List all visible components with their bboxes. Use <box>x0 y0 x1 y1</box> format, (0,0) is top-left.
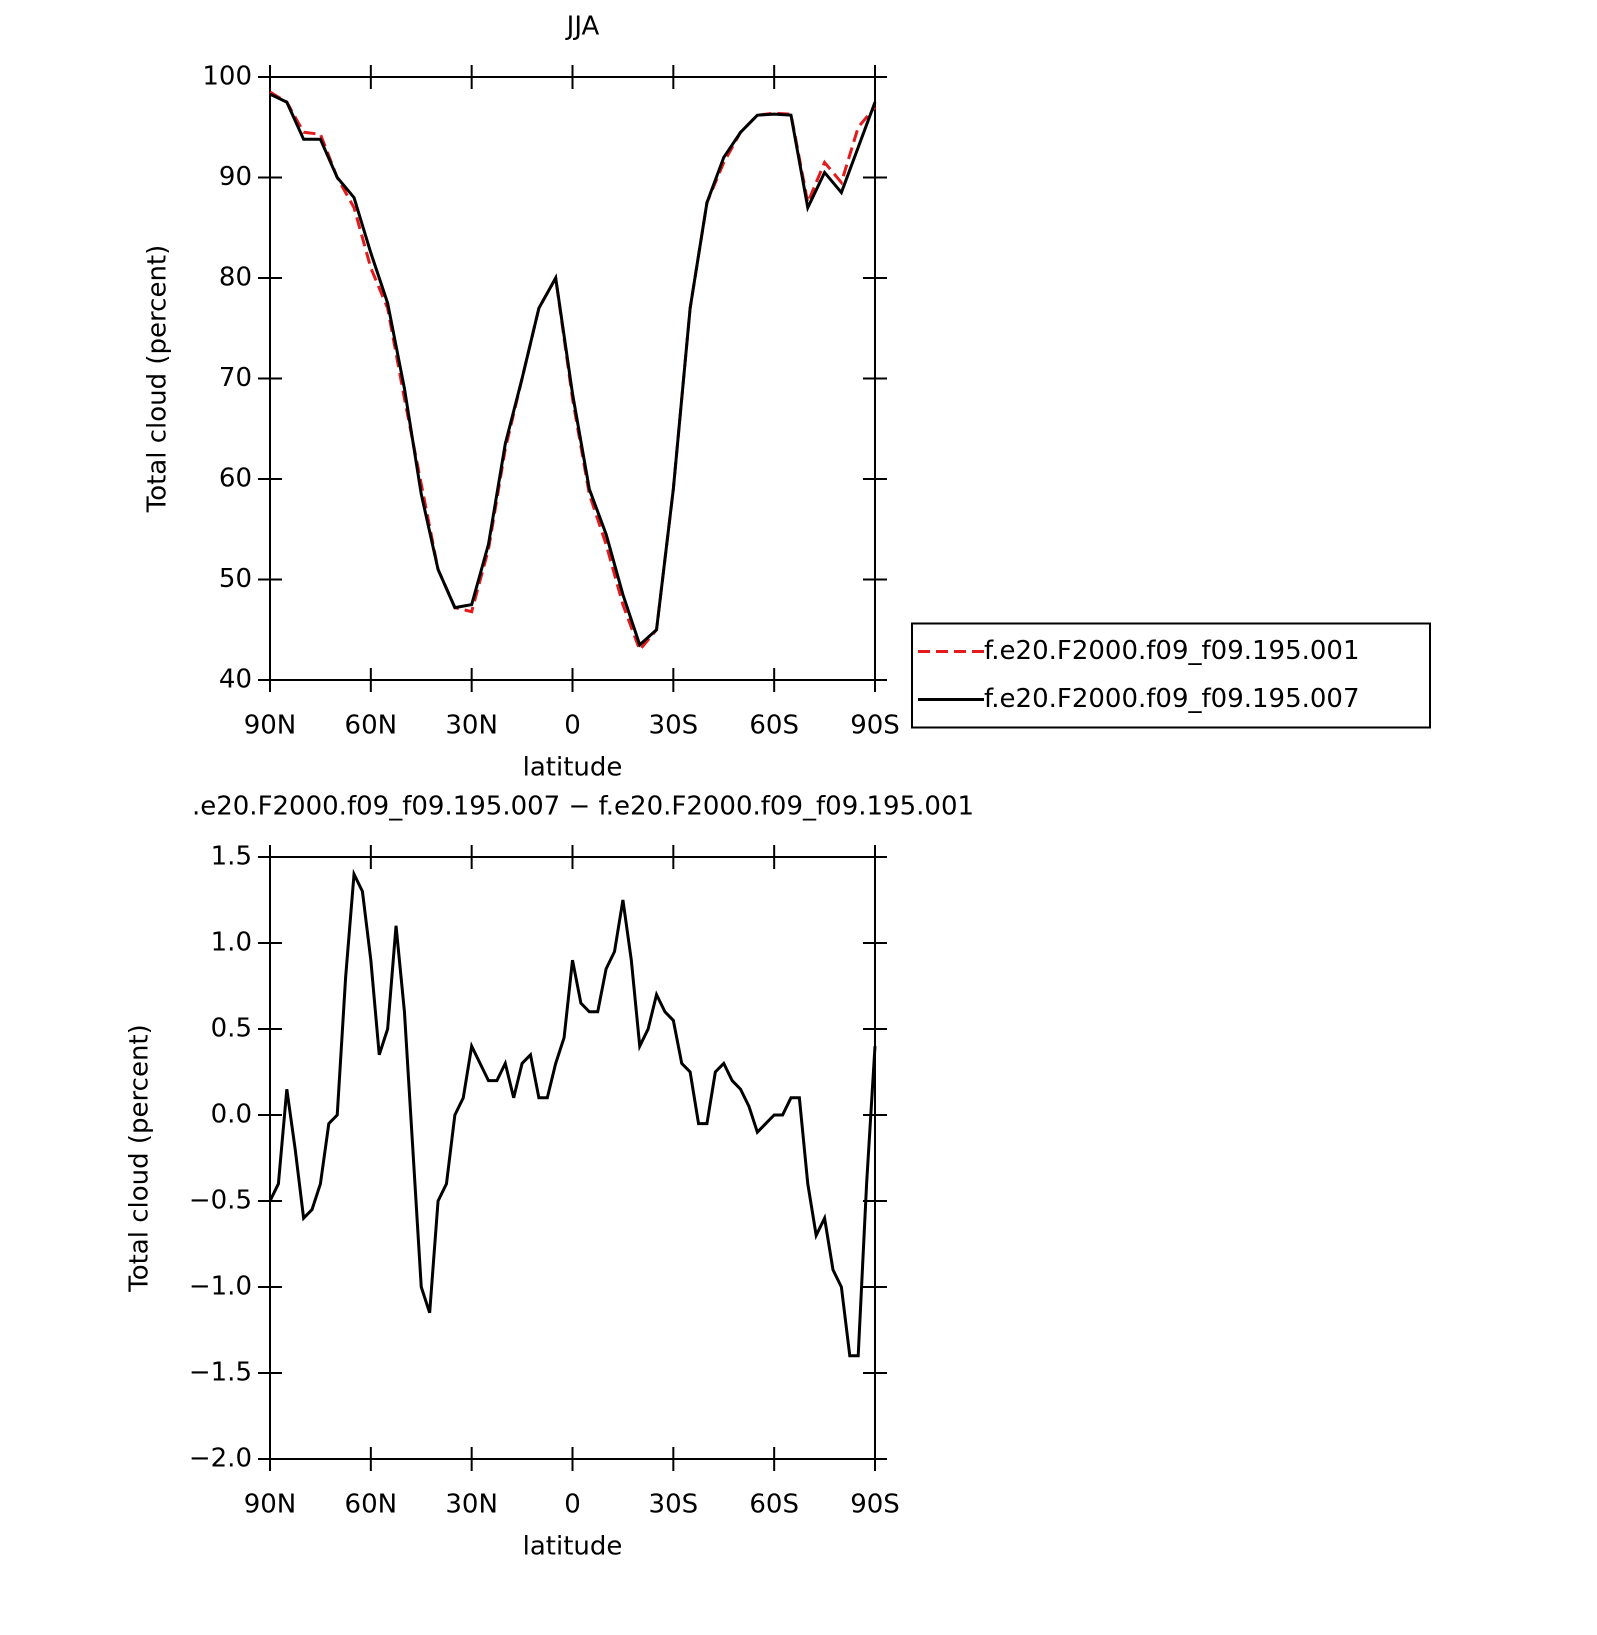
y-tick-label: −1.5 <box>189 1358 252 1388</box>
plot-frame <box>269 856 876 1460</box>
y-tick-label: 80 <box>219 263 252 293</box>
x-tick-label: 0 <box>564 1490 581 1520</box>
chart-title: JJA <box>565 12 600 42</box>
x-tick-label: 0 <box>564 711 581 741</box>
x-tick-label: 90S <box>850 1490 900 1520</box>
x-tick-label: 30N <box>445 711 498 741</box>
y-tick-label: 40 <box>219 665 252 695</box>
x-tick-label: 90N <box>244 1490 297 1520</box>
y-tick-label: 100 <box>202 62 252 92</box>
y-tick-label: 0.0 <box>211 1100 252 1130</box>
legend-label: f.e20.F2000.f09_f09.195.007 <box>984 684 1360 714</box>
y-axis-label: Total cloud (percent) <box>125 1024 155 1293</box>
x-tick-label: 60S <box>749 711 799 741</box>
data-line <box>268 868 877 1358</box>
data-line <box>269 90 877 653</box>
x-tick-label: 60N <box>345 1490 398 1520</box>
chart: JJA latitude Total cloud (percent) 40 50 60 70… <box>143 12 1431 783</box>
y-tick-label: −0.5 <box>189 1186 252 1216</box>
x-tick-label: 60N <box>345 711 398 741</box>
y-tick-label: 1.5 <box>211 842 252 872</box>
x-tick-label: 90N <box>244 711 297 741</box>
x-tick-label: 90S <box>850 711 900 741</box>
x-axis-label: latitude <box>523 753 623 783</box>
y-tick-label: 70 <box>219 363 252 393</box>
legend-label: f.e20.F2000.f09_f09.195.001 <box>984 636 1360 666</box>
y-tick-label: 60 <box>219 464 252 494</box>
y-axis-label: Total cloud (percent) <box>143 245 173 514</box>
x-tick-label: 30S <box>649 1490 699 1520</box>
y-tick-label: 50 <box>219 564 252 594</box>
chart: .e20.F2000.f09_f09.195.007 − f.e20.F2000… <box>125 792 975 1562</box>
y-tick-label: −1.0 <box>189 1272 252 1302</box>
legend-box <box>911 622 1431 729</box>
y-tick-label: 90 <box>219 162 252 192</box>
y-tick-label: 1.0 <box>211 928 252 958</box>
x-tick-label: 60S <box>749 1490 799 1520</box>
plot-frame <box>269 76 876 681</box>
y-tick-label: −2.0 <box>189 1444 252 1474</box>
x-tick-label: 30S <box>649 711 699 741</box>
data-line <box>269 92 877 648</box>
x-axis-label: latitude <box>523 1532 623 1562</box>
x-tick-label: 30N <box>445 1490 498 1520</box>
y-tick-label: 0.5 <box>211 1014 252 1044</box>
chart-title: .e20.F2000.f09_f09.195.007 − f.e20.F2000… <box>192 792 974 822</box>
